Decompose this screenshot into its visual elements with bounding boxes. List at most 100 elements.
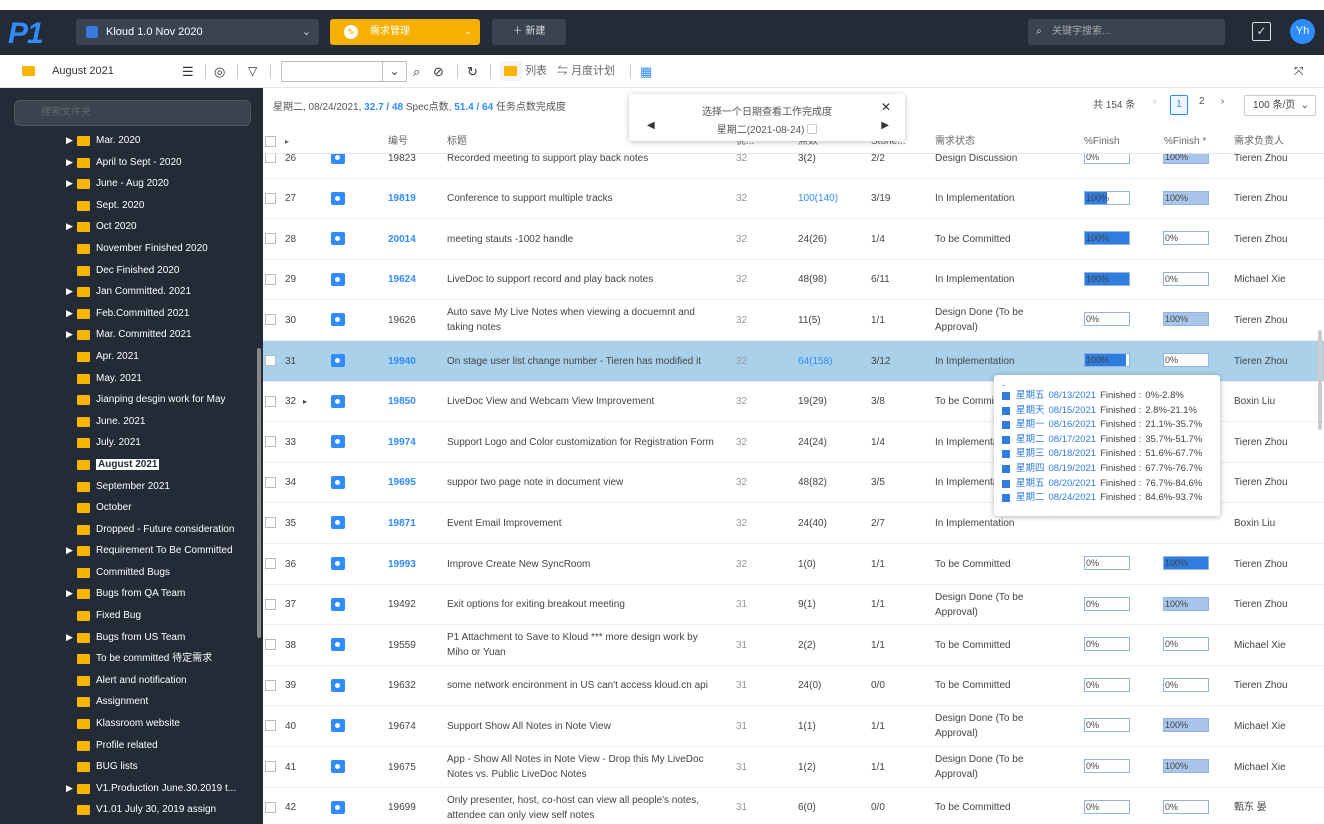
next-page-icon[interactable]: › xyxy=(1221,96,1225,107)
requirement-id[interactable]: 19850 xyxy=(388,396,416,408)
requirement-id[interactable]: 19699 xyxy=(388,802,416,814)
requirement-title[interactable]: suppor two page note in document view xyxy=(447,477,624,489)
requirement-title[interactable]: Recorded meeting to support play back no… xyxy=(447,154,649,164)
table-row[interactable]: 31 19940 On stage user list change number … xyxy=(263,341,1324,382)
table-row[interactable]: 28 20014 meeting stauts -1002 handle 32 24(2… xyxy=(263,219,1324,260)
sidebar-folder-item[interactable]: ▶ V1.Production June.30.2019 t... xyxy=(0,778,263,800)
monthly-plan-button[interactable]: ⇋ 月度计划 xyxy=(557,55,615,88)
requirement-id[interactable]: 19940 xyxy=(388,355,416,367)
row-checkbox[interactable] xyxy=(265,558,276,569)
requirement-title[interactable]: Event Email Improvement xyxy=(447,517,562,529)
requirement-title[interactable]: LiveDoc to support record and play back … xyxy=(447,274,654,286)
table-row[interactable]: 30 19626 Auto save My Live Notes when view… xyxy=(263,300,1324,341)
col-finish[interactable]: %Finish xyxy=(1084,136,1120,147)
requirement-id[interactable]: 19974 xyxy=(388,436,416,448)
table-row[interactable]: 37 19492 Exit options for exiting breakout… xyxy=(263,585,1324,626)
requirement-id[interactable]: 19993 xyxy=(388,558,416,570)
table-row[interactable]: 39 19632 some network encironment in US ca… xyxy=(263,666,1324,707)
sidebar-folder-item[interactable]: ▶ Oct 2020 xyxy=(0,216,263,238)
sidebar-folder-item[interactable]: July. 2021 xyxy=(0,432,263,454)
table-row[interactable]: 33 19974 Support Logo and Color customizat… xyxy=(263,422,1324,463)
col-id[interactable]: 编号 xyxy=(388,136,408,147)
table-row[interactable]: 38 19559 P1 Attachment to Save to Kloud **… xyxy=(263,625,1324,666)
sidebar-folder-item[interactable]: ▶ Feb.Committed 2021 xyxy=(0,303,263,325)
page-size-select[interactable]: 100 条/页 ⌄ xyxy=(1244,95,1316,116)
requirement-id[interactable]: 19871 xyxy=(388,517,416,529)
requirement-title[interactable]: P1 Attachment to Save to Kloud *** more … xyxy=(447,632,698,659)
date-value[interactable]: 星期二(2021-08-24) ▢ xyxy=(629,121,905,136)
requirement-title[interactable]: some network encironment in US can't acc… xyxy=(447,680,708,692)
row-checkbox[interactable] xyxy=(265,192,276,204)
row-checkbox[interactable] xyxy=(265,720,276,732)
sidebar-folder-item[interactable]: Profile related xyxy=(0,735,263,757)
table-row[interactable]: 29 19624 LiveDoc to support record and pla… xyxy=(263,260,1324,301)
requirement-title[interactable]: Exit options for exiting breakout meetin… xyxy=(447,599,625,611)
table-row[interactable]: 40 19674 Support Show All Notes in Note Vi… xyxy=(263,706,1324,747)
sidebar-folder-item[interactable]: ▶ Bugs from US Team xyxy=(0,627,263,649)
requirement-title[interactable]: Auto save My Live Notes when viewing a d… xyxy=(447,307,695,334)
requirement-id[interactable]: 19624 xyxy=(388,274,416,286)
sidebar-folder-item[interactable]: ▶ June - Aug 2020 xyxy=(0,173,263,195)
col-owner[interactable]: 需求负责人 xyxy=(1234,136,1284,147)
avatar[interactable]: Yh xyxy=(1290,19,1315,44)
page-1-button[interactable]: 1 xyxy=(1170,95,1188,115)
table-scrollbar[interactable] xyxy=(1318,330,1322,430)
row-checkbox[interactable] xyxy=(265,395,276,407)
next-date-icon[interactable]: ▶ xyxy=(881,120,889,131)
task-check-icon[interactable]: ✓ xyxy=(1252,22,1271,41)
expand-arrow-icon[interactable]: ▶ xyxy=(66,156,73,167)
table-row[interactable]: 34 19695 suppor two page note in document … xyxy=(263,463,1324,504)
row-checkbox[interactable] xyxy=(265,517,276,529)
folder-search-input[interactable]: 搜索文件夹 xyxy=(14,100,251,126)
row-checkbox[interactable] xyxy=(265,761,276,772)
expand-arrow-icon[interactable]: ▶ xyxy=(66,307,73,318)
sidebar-folder-item[interactable]: Dec Finished 2020 xyxy=(0,260,263,282)
points-value[interactable]: 100(140) xyxy=(798,193,839,205)
sidebar-folder-item[interactable]: ▶ Mar. 2020 xyxy=(0,130,263,152)
requirement-title[interactable]: Conference to support multiple tracks xyxy=(447,193,613,205)
requirement-title[interactable]: meeting stauts -1002 handle xyxy=(447,233,574,245)
prev-date-icon[interactable]: ◀ xyxy=(647,120,655,131)
expand-arrow-icon[interactable]: ▶ xyxy=(66,178,73,189)
table-row[interactable]: 27 19819 Conference to support multiple tr… xyxy=(263,179,1324,220)
row-checkbox[interactable] xyxy=(265,436,276,448)
prev-page-icon[interactable]: ‹ xyxy=(1153,96,1157,107)
close-icon[interactable]: ✕ xyxy=(880,100,891,114)
requirement-id[interactable]: 19674 xyxy=(388,720,416,732)
sidebar-folder-item[interactable]: Alert and notification xyxy=(0,670,263,692)
expand-row-icon[interactable]: ▸ xyxy=(303,397,308,407)
refresh-icon[interactable]: ↻ xyxy=(467,64,478,79)
col-priority[interactable]: 优... xyxy=(736,136,755,147)
page-2-button[interactable]: 2 xyxy=(1199,96,1205,107)
table-row[interactable]: 35 19871 Event Email Improvement 32 24(40) 2/… xyxy=(263,503,1324,544)
requirement-id[interactable]: 19559 xyxy=(388,639,416,651)
app-logo[interactable]: P1 xyxy=(8,17,44,50)
expand-arrow-icon[interactable]: ▶ xyxy=(66,782,73,793)
table-row[interactable]: 26 19823 Recorded meeting to support play … xyxy=(263,154,1324,179)
requirement-id[interactable]: 19492 xyxy=(388,599,416,611)
row-checkbox[interactable] xyxy=(265,154,276,163)
row-checkbox[interactable] xyxy=(265,476,276,488)
requirement-title[interactable]: App - Show All Notes in Note View - Drop… xyxy=(447,754,704,780)
sidebar-folder-item[interactable]: Klassroom website xyxy=(0,713,263,735)
col-title[interactable]: 标题 xyxy=(447,136,467,147)
row-checkbox[interactable] xyxy=(265,639,276,651)
table-row[interactable]: 32 ▸ 19850 LiveDoc View and Webcam View Imp… xyxy=(263,382,1324,423)
col-status[interactable]: 需求状态 xyxy=(935,136,975,147)
calendar-icon[interactable]: ▦ xyxy=(640,64,653,79)
clear-icon[interactable]: ⊘ xyxy=(433,64,444,79)
sidebar-folder-item[interactable]: V1.01 July 30, 2019 assign xyxy=(0,799,263,821)
table-row[interactable]: 36 19993 Improve Create New SyncRoom 32 1(0)… xyxy=(263,544,1324,585)
filter-select[interactable]: ⌄ xyxy=(281,61,407,82)
sidebar-scrollbar[interactable] xyxy=(257,348,261,638)
sidebar-folder-item[interactable]: October xyxy=(0,497,263,519)
row-checkbox[interactable] xyxy=(265,801,276,813)
sidebar-folder-item[interactable]: Dropped - Future consideration xyxy=(0,519,263,541)
sidebar-folder-item[interactable]: Apr. 2021 xyxy=(0,346,263,368)
requirement-title[interactable]: On stage user list change number - Tiere… xyxy=(447,355,702,367)
expand-arrow-icon[interactable]: ▶ xyxy=(66,329,73,340)
expand-arrow-icon[interactable]: ▶ xyxy=(66,286,73,297)
expand-arrow-icon[interactable]: ▶ xyxy=(66,631,73,642)
current-folder[interactable]: August 2021 xyxy=(22,55,114,88)
requirement-title[interactable]: Support Logo and Color customization for… xyxy=(447,436,714,448)
